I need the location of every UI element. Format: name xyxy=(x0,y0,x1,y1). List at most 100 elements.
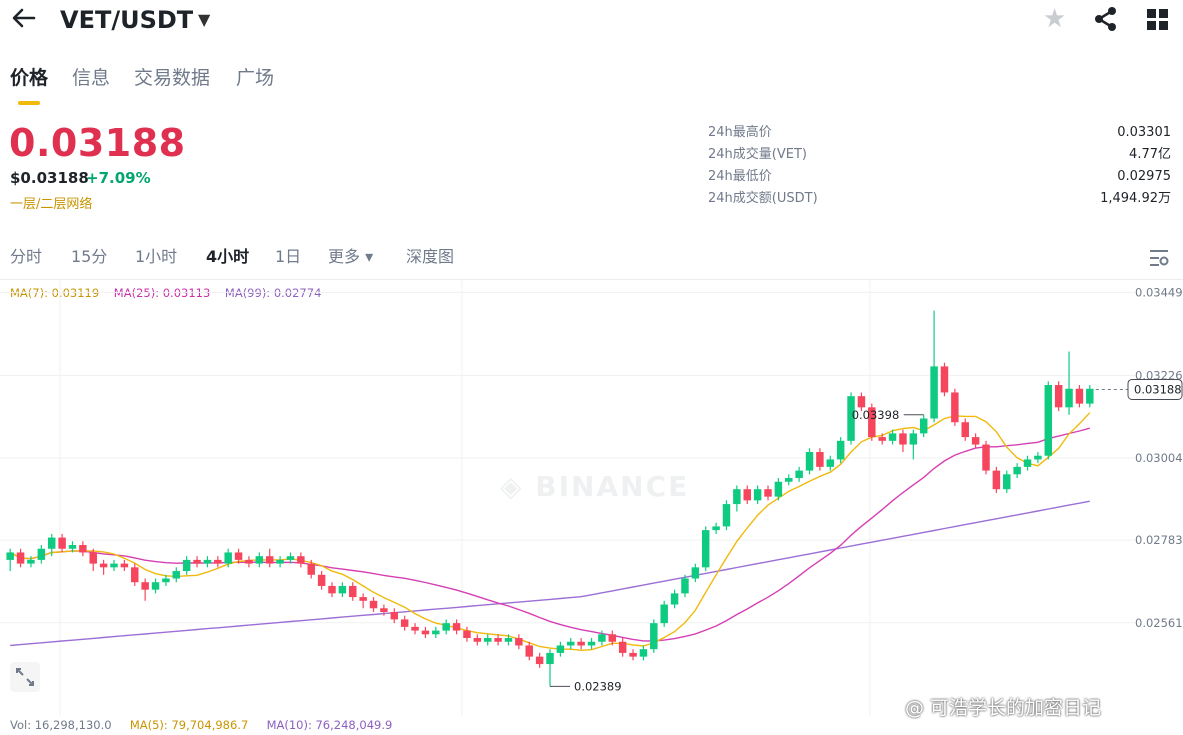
stat-value-high: 0.03301 xyxy=(1117,125,1171,140)
interval-1h[interactable]: 1小时 xyxy=(135,247,178,266)
ma25-value: MA(25): 0.03113 xyxy=(113,286,211,300)
candle-body xyxy=(982,444,990,471)
candle-body xyxy=(1086,388,1094,404)
candle-body xyxy=(483,638,492,642)
stat-label-volume: 24h成交量(VET) xyxy=(708,147,807,162)
candle-body xyxy=(795,470,803,479)
candle-body xyxy=(141,582,149,590)
candle-body xyxy=(79,545,87,553)
candle-body xyxy=(110,563,118,568)
candle-body xyxy=(99,563,108,568)
stat-label-high: 24h最高价 xyxy=(708,125,772,140)
star-icon[interactable]: ★ xyxy=(1043,4,1067,34)
candle-body xyxy=(328,585,336,594)
candlestick-chart[interactable]: 0.03449 0.03226 0.03004 0.02783 0.02561 ◈ BIN… xyxy=(0,280,1183,715)
candle-body xyxy=(151,582,160,590)
candle-body xyxy=(1003,474,1011,490)
tab-info[interactable]: 信息 xyxy=(72,67,111,89)
candle-body xyxy=(826,459,835,467)
candle-body xyxy=(556,645,565,653)
candle-body xyxy=(297,556,305,564)
candle-body xyxy=(577,641,585,646)
candle-body xyxy=(712,526,720,531)
candle-body xyxy=(785,478,793,482)
candle-body xyxy=(172,571,181,579)
interval-line[interactable]: 分时 xyxy=(10,247,43,266)
candle-body xyxy=(286,556,295,560)
divider xyxy=(0,279,1183,280)
ma99-value: MA(99): 0.02774 xyxy=(224,286,322,300)
candle-body xyxy=(214,559,222,564)
candle-body xyxy=(68,545,77,549)
candle-body xyxy=(390,611,399,620)
candle-body xyxy=(691,567,700,579)
expand-chart-button[interactable] xyxy=(10,662,40,692)
candle-body xyxy=(909,433,918,445)
interval-depth[interactable]: 深度图 xyxy=(406,247,455,266)
arrow-left-icon xyxy=(12,8,36,28)
candle-body xyxy=(245,559,253,564)
ma7-value: MA(7): 0.03119 xyxy=(10,286,100,300)
candle-body xyxy=(618,641,627,653)
candle-body xyxy=(816,451,824,467)
chart-settings-icon[interactable] xyxy=(1148,248,1170,272)
candle-body xyxy=(27,559,35,564)
candle-body xyxy=(255,556,264,564)
last-price: 0.03188 xyxy=(9,121,186,165)
candle-body xyxy=(629,652,637,657)
stat-value-low: 0.02975 xyxy=(1117,169,1171,184)
candle-body xyxy=(847,396,855,441)
low-price-label: 0.02389 xyxy=(574,679,622,693)
grid-icon[interactable] xyxy=(1147,9,1169,35)
y-tick-label: 0.03449 xyxy=(1135,285,1183,299)
candle-body xyxy=(162,578,170,583)
stat-value-volume: 4.77亿 xyxy=(1129,147,1171,162)
interval-1d[interactable]: 1日 xyxy=(275,247,302,266)
candle-body xyxy=(1034,455,1042,460)
candle-body xyxy=(473,638,482,642)
candle-body xyxy=(743,489,751,501)
back-button[interactable] xyxy=(10,4,38,39)
candle-body xyxy=(400,619,409,627)
candle-body xyxy=(951,392,959,423)
candle-body xyxy=(47,537,56,549)
ma99-line xyxy=(10,500,1090,647)
candle-body xyxy=(919,418,928,434)
candle-body xyxy=(598,634,606,642)
category-tag[interactable]: 一层/二层网络 xyxy=(10,197,93,212)
candle-body xyxy=(37,548,46,560)
share-icon[interactable] xyxy=(1094,6,1118,36)
volume-legend: Vol: 16,298,130.0 MA(5): 79,704,986.7 MA… xyxy=(10,717,392,733)
stat-value-turnover: 1,494.92万 xyxy=(1100,191,1171,206)
ma25-line xyxy=(9,427,1090,642)
tab-price[interactable]: 价格 xyxy=(10,67,49,89)
interval-15m[interactable]: 15分 xyxy=(71,247,108,266)
candle-body xyxy=(182,559,191,572)
candle-body xyxy=(1065,388,1073,408)
interval-4h[interactable]: 4小时 xyxy=(206,247,250,266)
pair-title[interactable]: VET/USDT xyxy=(60,6,194,34)
candle-body xyxy=(836,440,845,460)
candle-body xyxy=(307,563,315,575)
expand-icon xyxy=(16,668,34,686)
last-price-tag: 0.03188 xyxy=(1134,382,1182,396)
candle-body xyxy=(1054,385,1063,408)
candle-body xyxy=(193,559,201,564)
stat-label-low: 24h最低价 xyxy=(708,169,772,184)
candle-body xyxy=(369,600,378,609)
candle-body xyxy=(639,649,648,657)
tab-trading-data[interactable]: 交易数据 xyxy=(134,67,211,89)
candle-body xyxy=(587,641,596,646)
volume-ma10: MA(10): 76,248,049.9 xyxy=(266,718,393,732)
candle-body xyxy=(525,645,533,657)
active-tab-indicator xyxy=(18,101,40,105)
interval-more[interactable]: 更多 ▾ xyxy=(328,247,374,266)
ma-legend: MA(7): 0.03119 MA(25): 0.03113 MA(99): 0… xyxy=(10,285,321,301)
candle-body xyxy=(608,634,617,642)
candle-body xyxy=(349,585,357,598)
candle-body xyxy=(432,630,440,635)
candle-body xyxy=(276,559,284,564)
caret-down-icon[interactable]: ▼ xyxy=(198,10,211,29)
tab-square[interactable]: 广场 xyxy=(236,67,275,89)
candle-body xyxy=(1075,388,1084,404)
